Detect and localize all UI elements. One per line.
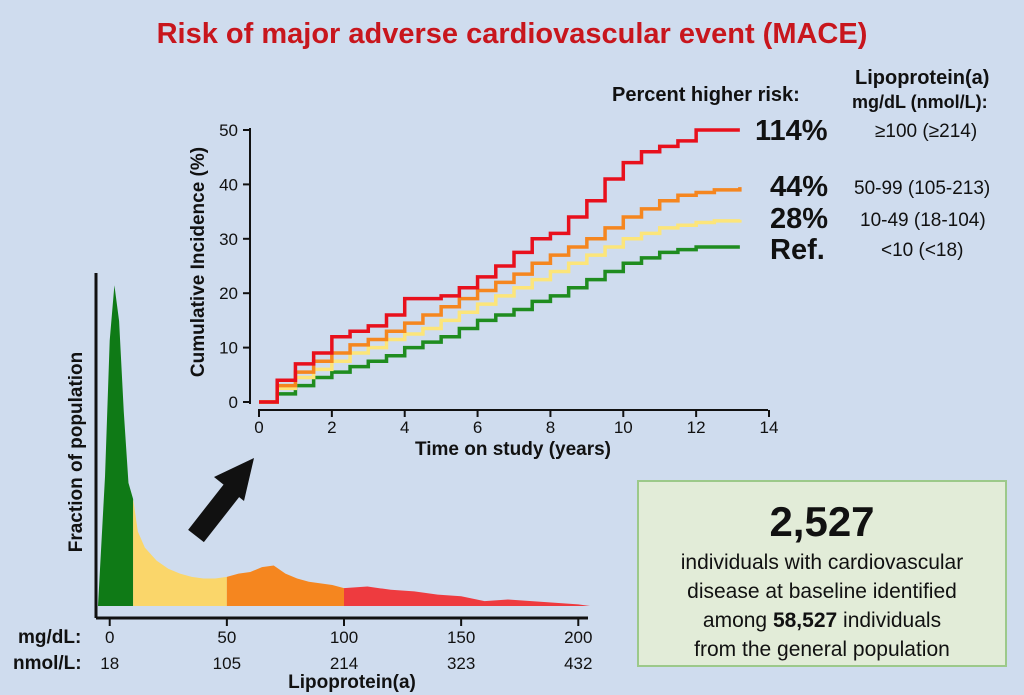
total-population-count: 58,527	[772, 609, 838, 632]
inc-x-tick-label: 6	[473, 418, 482, 437]
info-line-3: among 58,527 individuals	[702, 609, 942, 632]
inc-y-tick-label: 20	[219, 284, 238, 303]
distribution-area-segment	[133, 499, 227, 606]
risk-value-high: 114%	[755, 115, 828, 147]
dist-y-label: Fraction of population	[66, 352, 87, 553]
range-midhigh: 50-99 (105-213)	[854, 178, 991, 199]
chart-title: Risk of major adverse cardiovascular eve…	[156, 18, 868, 50]
inc-x-tick-label: 0	[254, 418, 263, 437]
distribution-area-segment	[226, 565, 344, 606]
inc-x-tick-label: 2	[327, 418, 336, 437]
inc-x-tick-label: 8	[546, 418, 555, 437]
inc-x-tick-label: 4	[400, 418, 409, 437]
inc-x-label: Time on study (years)	[415, 439, 611, 460]
risk-value-midhigh: 44%	[770, 171, 829, 203]
nmol-tick-label: 323	[447, 654, 475, 673]
mgdl-tick-label: 200	[564, 628, 592, 647]
incidence-series-line	[259, 187, 742, 404]
risk-value-mid: 28%	[770, 203, 829, 235]
nmol-tick-label: 105	[213, 654, 241, 673]
lpa-header: Lipoprotein(a)	[855, 67, 990, 89]
inc-x-tick-label: 14	[760, 418, 779, 437]
incidence-series-line	[259, 219, 742, 404]
nmol-tick-label: 18	[100, 654, 119, 673]
incidence-series-line	[259, 128, 740, 404]
inc-x-tick-label: 12	[687, 418, 706, 437]
dist-x-label: Lipoprotein(a)	[288, 672, 416, 693]
arrow-icon	[188, 458, 254, 543]
distribution-area-segment	[344, 586, 590, 606]
range-high: ≥100 (≥214)	[875, 121, 978, 142]
distribution-area-segment	[98, 285, 134, 606]
info-box: 2,527 individuals with cardiovascular di…	[637, 480, 1007, 667]
info-line-1: individuals with cardiovascular	[680, 551, 964, 574]
inc-y-tick-label: 30	[219, 230, 238, 249]
mgdl-tick-label: 150	[447, 628, 475, 647]
individuals-count: 2,527	[769, 498, 875, 545]
inc-y-label: Cumulative Incidence (%)	[188, 147, 209, 377]
risk-value-ref: Ref.	[770, 234, 825, 266]
range-mid: 10-49 (18-104)	[860, 210, 986, 231]
nmol-row-label: nmol/L:	[13, 653, 82, 674]
incidence-series-line	[259, 245, 740, 404]
inc-y-tick-label: 10	[219, 339, 238, 358]
info-line-2: disease at baseline identified	[687, 580, 957, 603]
info-line-4: from the general population	[694, 638, 950, 661]
mgdl-row-label: mg/dL:	[18, 627, 81, 648]
range-ref: <10 (<18)	[881, 240, 964, 261]
inc-y-tick-label: 40	[219, 175, 238, 194]
nmol-tick-label: 214	[330, 654, 358, 673]
inc-x-tick-label: 10	[614, 418, 633, 437]
inc-y-tick-label: 50	[219, 121, 238, 140]
lpa-units-header: mg/dL (nmol/L):	[852, 92, 988, 112]
inc-y-tick-label: 0	[229, 393, 238, 412]
mgdl-tick-label: 100	[330, 628, 358, 647]
mgdl-tick-label: 0	[105, 628, 114, 647]
nmol-tick-label: 432	[564, 654, 592, 673]
mgdl-tick-label: 50	[217, 628, 236, 647]
incidence-chart: 0 2 4 6 8 10 12 14 0 10 20 30 40 50 Cumulative Incide…	[188, 121, 778, 460]
risk-header: Percent higher risk:	[612, 84, 800, 106]
